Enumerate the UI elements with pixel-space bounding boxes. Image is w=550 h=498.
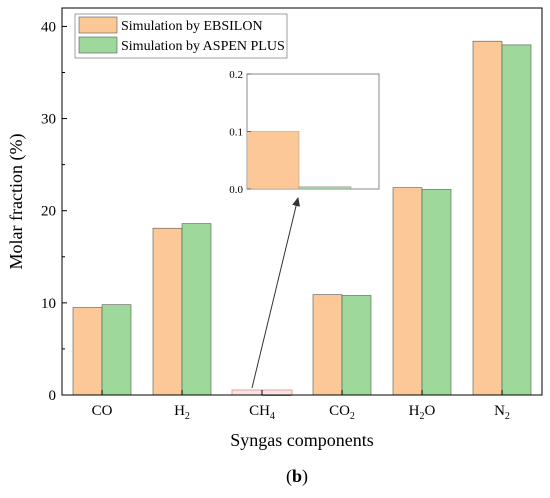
legend-label-1: Simulation by ASPEN PLUS — [121, 39, 285, 54]
bar-ebsilon-3 — [312, 294, 343, 396]
x-tick-label-base: H — [409, 403, 420, 419]
x-tick-label-base: N — [494, 403, 505, 419]
x-tick-label-5: N2 — [494, 403, 510, 422]
x-tick-label-0: CO — [92, 403, 113, 419]
y-tick-label-10: 10 — [41, 296, 56, 312]
y-axis-title: Molar fraction (%) — [6, 134, 27, 270]
x-tick-label-sub: 4 — [270, 411, 275, 422]
x-tick-label-1: H2 — [174, 403, 190, 422]
bar-aspen-1 — [181, 223, 212, 396]
bar-aspen-0 — [101, 304, 132, 396]
zoom-arrow — [251, 197, 301, 389]
labels-layer: Syngas components Molar fraction (%) (b) — [6, 134, 374, 487]
x-tick-label-tail: O — [425, 403, 436, 419]
x-tick-label-base: H — [174, 403, 185, 419]
bar-aspen-5 — [501, 44, 532, 396]
x-tick-label-4: H2O — [409, 403, 436, 422]
panel-label-letter: b — [292, 466, 302, 486]
bars-layer — [72, 40, 532, 396]
x-tick-label-2: CH4 — [249, 403, 275, 422]
inset-layer: 0.0 0.1 0.2 — [229, 69, 380, 389]
x-tick-label-base: CO — [92, 403, 113, 419]
x-axis-title: Syngas components — [230, 430, 374, 450]
legend: Simulation by EBSILON Simulation by ASPEN… — [74, 13, 288, 59]
plot-frame — [61, 7, 543, 396]
bar-aspen-4 — [421, 189, 452, 396]
legend-swatch-1 — [78, 36, 118, 54]
inset-y-tick-label-1: 0.1 — [229, 127, 243, 139]
y-tick-label-30: 30 — [41, 112, 56, 128]
panel-label: (b) — [286, 466, 308, 487]
x-tick-label-sub: 2 — [350, 411, 355, 422]
bar-ebsilon-1 — [152, 227, 183, 396]
y-tick-label-40: 40 — [41, 19, 56, 35]
bar-aspen-3 — [341, 295, 372, 396]
x-tick-label-sub: 2 — [505, 411, 510, 422]
legend-label-0: Simulation by EBSILON — [121, 19, 263, 34]
x-tick-label-base: CH — [249, 403, 270, 419]
bar-ebsilon-0 — [72, 307, 103, 396]
inset-y-tick-label-0: 0.0 — [229, 184, 243, 196]
y-tick-label-20: 20 — [41, 204, 56, 220]
inset-bar-ebsilon — [246, 131, 300, 190]
panel-label-open: ( — [286, 466, 292, 487]
x-tick-label-3: CO2 — [329, 403, 355, 422]
bar-ebsilon-5 — [472, 40, 503, 396]
x-tick-label-sub: 2 — [185, 411, 190, 422]
legend-swatch-0 — [78, 16, 118, 34]
x-tick-label-base: CO — [329, 403, 350, 419]
inset-bar-aspen — [298, 186, 352, 190]
x-tick-label-sub: 2 — [420, 411, 425, 422]
y-tick-label-0: 0 — [49, 388, 57, 404]
panel-label-close: ) — [302, 466, 308, 487]
bar-ebsilon-4 — [392, 187, 423, 396]
inset-y-tick-label-2: 0.2 — [229, 69, 243, 81]
